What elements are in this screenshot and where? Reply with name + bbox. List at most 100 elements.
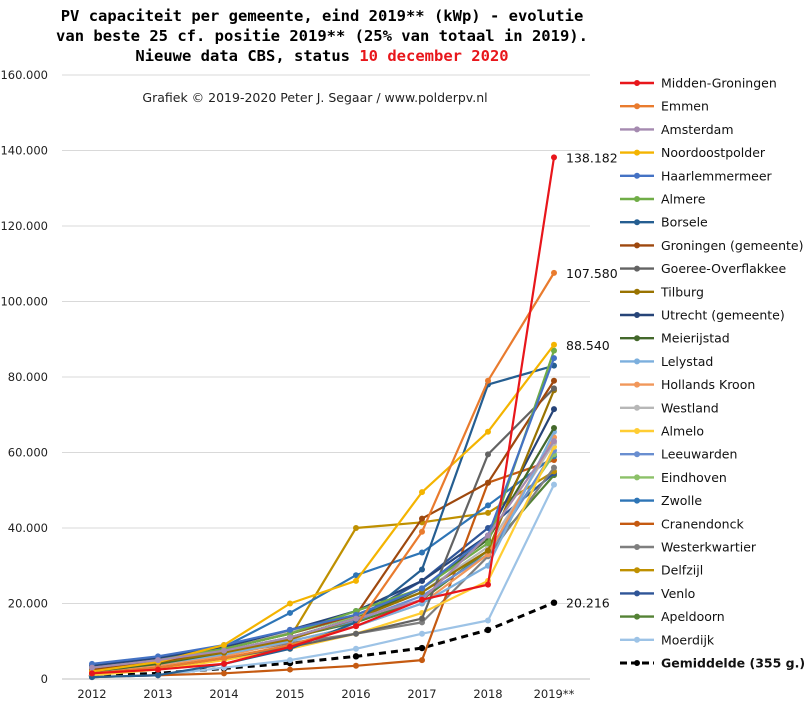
legend-marker bbox=[634, 567, 640, 574]
legend-marker bbox=[634, 404, 640, 411]
legend-item: Noordoostpolder bbox=[620, 145, 766, 160]
legend-item: Meierijstad bbox=[620, 331, 730, 346]
legend-marker bbox=[634, 474, 640, 481]
legend-marker bbox=[634, 335, 640, 342]
data-point bbox=[485, 451, 491, 458]
data-point bbox=[353, 615, 359, 622]
legend-item: Apeldoorn bbox=[620, 609, 725, 624]
legend-item: Lelystad bbox=[620, 354, 713, 369]
legend-label: Tilburg bbox=[660, 284, 704, 299]
data-point bbox=[287, 657, 293, 664]
legend-item: Hollands Kroon bbox=[620, 377, 755, 392]
legend-marker bbox=[634, 172, 640, 179]
data-point bbox=[485, 509, 491, 516]
legend-marker bbox=[634, 451, 640, 458]
y-axis-ticks: 0 20.000 40.000 60.000 80.000 100.000 120.000 1… bbox=[0, 68, 48, 686]
data-point bbox=[419, 515, 425, 522]
y-tick-label: 20.000 bbox=[8, 597, 48, 611]
data-point bbox=[418, 644, 426, 652]
legend-item: Borsele bbox=[620, 215, 708, 230]
legend-marker bbox=[634, 613, 640, 620]
legend-item: Utrecht (gemeente) bbox=[620, 308, 785, 323]
data-point bbox=[551, 406, 557, 413]
legend-item: Amsterdam bbox=[620, 122, 734, 137]
legend-label: Venlo bbox=[661, 586, 695, 601]
data-point bbox=[353, 623, 359, 630]
end-value-label: 138.182 bbox=[566, 150, 618, 165]
chart-title-line-3-prefix: Nieuwe data CBS, status bbox=[135, 47, 359, 65]
grid bbox=[62, 74, 590, 680]
data-point bbox=[419, 596, 425, 603]
legend-item: Leeuwarden bbox=[620, 447, 737, 462]
data-point bbox=[551, 347, 557, 354]
data-point bbox=[485, 532, 491, 539]
legend-item: Midden-Groningen bbox=[620, 76, 777, 91]
data-point bbox=[353, 662, 359, 669]
series-venlo bbox=[89, 470, 557, 675]
data-point bbox=[353, 577, 359, 584]
data-point bbox=[419, 528, 425, 535]
series-line bbox=[91, 357, 556, 665]
x-tick-label: 2019** bbox=[534, 687, 575, 701]
series-almelo bbox=[89, 443, 557, 679]
data-point bbox=[287, 666, 293, 673]
legend-label: Westland bbox=[661, 400, 719, 415]
legend-item: Groningen (gemeente) bbox=[620, 238, 804, 253]
legend-label: Delfzijl bbox=[661, 563, 703, 578]
legend-item: Haarlemmermeer bbox=[620, 168, 773, 183]
legend-marker bbox=[634, 544, 640, 550]
data-point bbox=[89, 664, 95, 671]
legend-item: Westland bbox=[620, 400, 719, 415]
data-point bbox=[287, 626, 293, 633]
legend-item: Almere bbox=[620, 192, 706, 207]
x-tick-label: 2017 bbox=[407, 687, 436, 701]
series-lines bbox=[88, 154, 558, 681]
x-tick-label: 2013 bbox=[143, 687, 172, 701]
y-tick-label: 60.000 bbox=[8, 446, 48, 460]
data-point bbox=[419, 549, 425, 556]
legend-label: Apeldoorn bbox=[661, 609, 725, 624]
chart-title-date: 10 december 2020 bbox=[359, 47, 508, 65]
data-point bbox=[221, 647, 227, 654]
series-cranendonck bbox=[89, 457, 557, 681]
legend-label: Groningen (gemeente) bbox=[661, 238, 804, 253]
data-point bbox=[551, 154, 557, 161]
series-line bbox=[91, 272, 555, 675]
data-point bbox=[485, 547, 491, 554]
legend-marker bbox=[634, 288, 640, 295]
legend-item: Cranendonck bbox=[620, 516, 744, 531]
series-emmen bbox=[89, 269, 557, 677]
legend-marker bbox=[634, 265, 640, 272]
data-point bbox=[551, 355, 557, 362]
chart-title-line-2: van beste 25 cf. positie 2019** (25% van… bbox=[56, 27, 588, 45]
data-point bbox=[485, 581, 491, 588]
data-point bbox=[89, 670, 95, 677]
data-point bbox=[221, 655, 227, 662]
series-line bbox=[91, 157, 556, 675]
data-point bbox=[485, 479, 491, 486]
legend-marker bbox=[634, 103, 640, 110]
data-point bbox=[419, 577, 425, 584]
data-point bbox=[221, 660, 227, 667]
legend-item: Emmen bbox=[620, 99, 709, 114]
data-point bbox=[550, 599, 558, 606]
legend-marker bbox=[634, 520, 640, 527]
legend-marker bbox=[634, 149, 640, 156]
data-point bbox=[551, 377, 557, 384]
legend-label: Zwolle bbox=[661, 493, 702, 508]
legend-item: Gemiddelde (355 g.) bbox=[620, 656, 804, 671]
legend-label: Lelystad bbox=[661, 354, 713, 369]
legend-label: Almere bbox=[661, 192, 706, 207]
legend-marker bbox=[634, 636, 640, 643]
x-tick-label: 2012 bbox=[77, 687, 106, 701]
data-point bbox=[419, 566, 425, 573]
legend-label: Gemiddelde (355 g.) bbox=[661, 656, 804, 671]
series-westerkwartier bbox=[89, 464, 557, 675]
data-point bbox=[155, 672, 161, 679]
data-point bbox=[353, 645, 359, 652]
data-point bbox=[551, 464, 557, 471]
data-point bbox=[155, 657, 161, 664]
series-midden-groningen bbox=[89, 154, 557, 677]
legend-item: Delfzijl bbox=[620, 563, 703, 578]
